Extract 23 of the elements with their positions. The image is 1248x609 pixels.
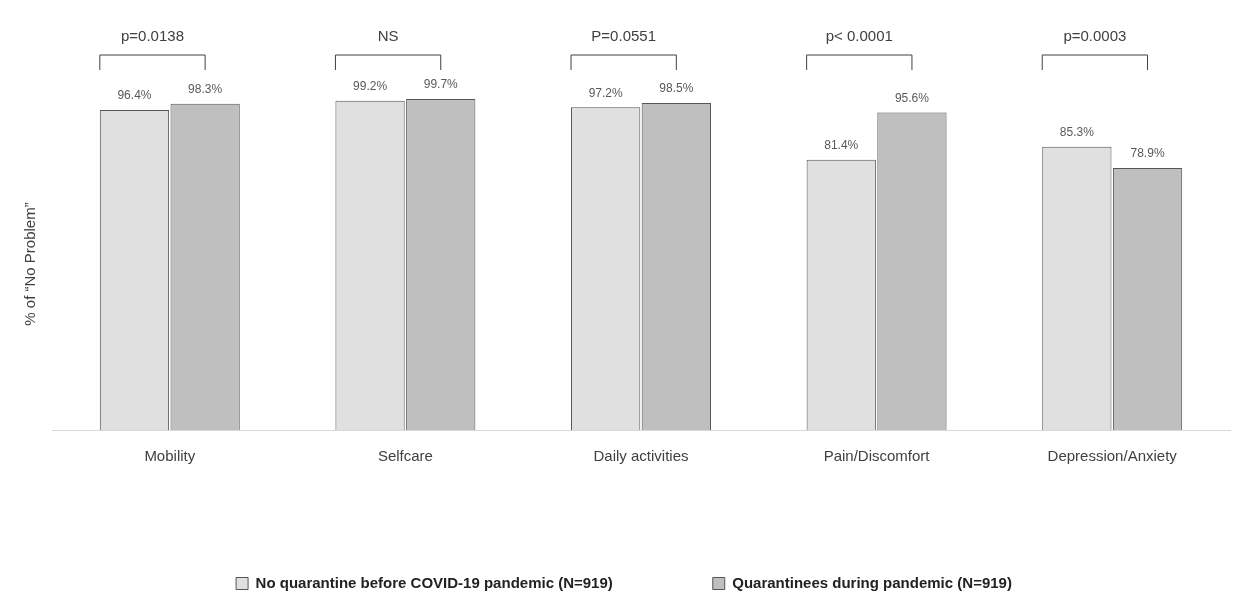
data-label: 98.5% bbox=[659, 81, 694, 96]
legend-label: No quarantine before COVID-19 pandemic (N=919) bbox=[255, 573, 613, 591]
x-tick-label: Depression/Anxiety bbox=[1047, 447, 1178, 465]
data-label: 95.6% bbox=[894, 90, 930, 105]
x-tick-label: Selfcare bbox=[377, 447, 433, 465]
x-tick-label: Mobility bbox=[144, 447, 196, 465]
text: p< 0.0001 bbox=[825, 26, 893, 44]
legend-label: Quarantinees during pandemic (N=919) bbox=[732, 573, 1012, 591]
y-axis-title: % of “No Problem” bbox=[21, 202, 39, 326]
data-label: 78.9% bbox=[1130, 146, 1165, 161]
text: p=0.0003 bbox=[1063, 26, 1127, 44]
data-label: 99.7% bbox=[423, 77, 459, 92]
data-label: 85.3% bbox=[1059, 125, 1095, 140]
text: p=0.0138 bbox=[120, 26, 184, 44]
x-tick-label: Pain/Discomfort bbox=[823, 447, 931, 465]
data-label: 98.3% bbox=[188, 81, 223, 96]
x-tick-label: Daily activities bbox=[593, 447, 689, 465]
text: NS bbox=[377, 26, 399, 44]
text: P=0.0551 bbox=[591, 26, 657, 44]
data-label: 81.4% bbox=[824, 138, 859, 153]
data-label: 96.4% bbox=[117, 88, 152, 103]
data-label: 99.2% bbox=[353, 78, 388, 93]
data-label: 97.2% bbox=[588, 85, 623, 100]
